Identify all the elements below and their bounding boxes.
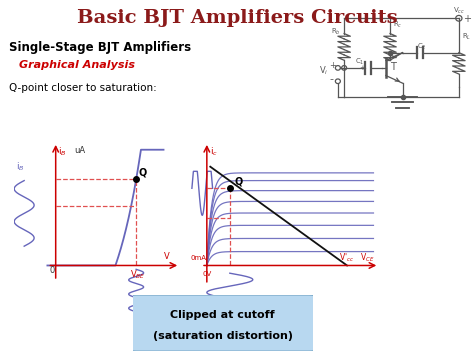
Text: +: + [360,65,365,71]
Text: R$_c$: R$_c$ [393,20,403,30]
Text: i$_c$: i$_c$ [210,146,219,158]
Text: R$_b$: R$_b$ [330,27,340,37]
Text: Graphical Analysis: Graphical Analysis [19,60,135,70]
Text: i$_B$: i$_B$ [16,160,25,173]
Text: Clipped at cutoff: Clipped at cutoff [171,310,275,320]
Text: Basic BJT Amplifiers Circuits: Basic BJT Amplifiers Circuits [77,9,397,27]
Text: T: T [390,62,396,72]
Text: V$_{BE}$: V$_{BE}$ [130,268,146,280]
Text: V$_{cc}$: V$_{cc}$ [453,6,465,16]
Text: +: + [463,14,471,24]
FancyBboxPatch shape [129,295,317,351]
Text: V$_i$: V$_i$ [319,65,328,77]
Text: +: + [329,61,337,71]
Text: 0V: 0V [202,271,211,277]
Text: C$_2$: C$_2$ [417,42,427,52]
Text: i$_B$: i$_B$ [58,146,67,158]
Text: -: - [329,74,334,84]
Text: Q: Q [138,168,147,178]
Text: V$_{CE}$: V$_{CE}$ [360,251,374,263]
Text: (saturation distortion): (saturation distortion) [153,331,293,340]
Text: 0mA: 0mA [191,255,207,261]
Text: C$_1$: C$_1$ [355,57,364,67]
Text: uA: uA [74,146,85,155]
Text: R$_L$: R$_L$ [462,32,471,43]
Text: Q-point closer to saturation:: Q-point closer to saturation: [9,83,157,93]
Text: 0: 0 [49,266,55,275]
Text: U$_{ce}$: U$_{ce}$ [250,297,265,309]
Text: V: V [164,252,169,261]
Text: Q: Q [235,176,243,186]
Text: Single-Stage BJT Amplifiers: Single-Stage BJT Amplifiers [9,41,191,54]
Text: V'$_{cc}$: V'$_{cc}$ [339,251,354,263]
